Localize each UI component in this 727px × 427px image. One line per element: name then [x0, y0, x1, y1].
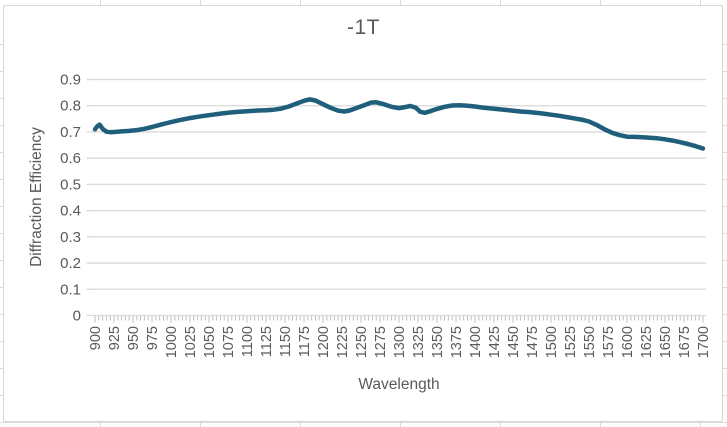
x-tick-label[interactable]: 1575 — [601, 326, 617, 358]
x-tick-label[interactable]: 1475 — [525, 326, 541, 358]
x-tick-label[interactable]: 1000 — [164, 326, 180, 358]
x-tick-label[interactable]: 1700 — [696, 326, 712, 358]
x-tick-label[interactable]: 1350 — [430, 326, 446, 358]
x-tick-label[interactable]: 950 — [126, 326, 142, 350]
x-tick-label[interactable]: 1625 — [639, 326, 655, 358]
x-tick-label[interactable]: 1550 — [582, 326, 598, 358]
x-tick-label[interactable]: 1175 — [297, 326, 313, 357]
series-line[interactable] — [92, 97, 706, 151]
x-tick-label[interactable]: 1050 — [202, 326, 218, 358]
y-tick-label[interactable]: 0.8 — [60, 98, 81, 115]
x-tick-label[interactable]: 1450 — [506, 326, 522, 358]
x-tick-label[interactable]: 1400 — [468, 326, 484, 358]
x-tick-label[interactable]: 1425 — [487, 326, 503, 358]
y-tick-label[interactable]: 0.1 — [60, 281, 81, 298]
y-tick-label[interactable]: 0.3 — [60, 229, 81, 246]
x-tick-label[interactable]: 1200 — [316, 326, 332, 358]
x-tick-label[interactable]: 1325 — [411, 326, 427, 358]
y-tick-label[interactable]: 0 — [73, 308, 81, 325]
chart-object[interactable] — [3, 5, 723, 422]
x-tick-label[interactable]: 1675 — [677, 326, 693, 358]
x-tick-label[interactable]: 1250 — [354, 326, 370, 358]
y-tick-label[interactable]: 0.2 — [60, 255, 81, 272]
x-tick-label[interactable]: 1650 — [658, 326, 674, 358]
x-tick-label[interactable]: 975 — [145, 326, 161, 350]
x-tick-label[interactable]: 1525 — [563, 326, 579, 358]
x-tick-label[interactable]: 1375 — [449, 326, 465, 358]
x-tick-label[interactable]: 1025 — [183, 326, 199, 358]
x-tick-label[interactable]: 1225 — [335, 326, 351, 358]
x-tick-label[interactable]: 1275 — [373, 326, 389, 358]
x-tick-label[interactable]: 1150 — [278, 326, 294, 357]
x-tick-label[interactable]: 1075 — [221, 326, 237, 358]
x-tick-label[interactable]: 1500 — [544, 326, 560, 358]
x-axis-title[interactable]: Wavelength — [358, 376, 440, 393]
x-tick-label[interactable]: 1600 — [620, 326, 636, 358]
x-tick-label[interactable]: 1300 — [392, 326, 408, 358]
y-tick-label[interactable]: 0.6 — [60, 150, 81, 167]
y-tick-label[interactable]: 0.4 — [60, 203, 81, 220]
y-tick-label[interactable]: 0.7 — [60, 124, 81, 141]
y-tick-label[interactable]: 0.9 — [60, 72, 81, 89]
x-tick-label[interactable]: 925 — [107, 326, 123, 350]
chart-title[interactable]: -1T — [347, 16, 380, 39]
x-tick-label[interactable]: 1100 — [240, 326, 256, 357]
x-tick-label[interactable]: 900 — [88, 326, 104, 350]
y-axis-title[interactable]: Diffraction Efficiency — [28, 127, 45, 267]
y-tick-label[interactable]: 0.5 — [60, 176, 81, 193]
x-tick-label[interactable]: 1125 — [259, 326, 275, 357]
